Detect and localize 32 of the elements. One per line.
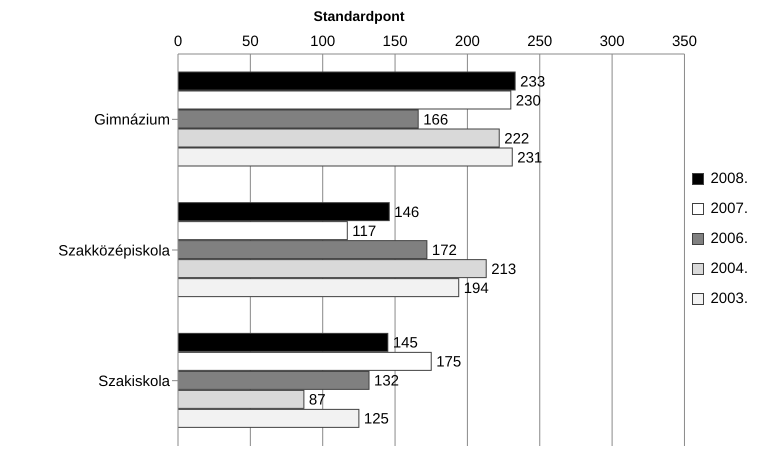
data-label: 172	[432, 242, 457, 259]
legend-label: 2006.	[710, 230, 748, 247]
data-label: 166	[423, 111, 448, 128]
x-tick-label: 300	[600, 33, 625, 50]
data-label: 233	[520, 73, 546, 90]
legend-label: 2004.	[710, 260, 748, 277]
data-label: 87	[308, 392, 326, 409]
x-tick-label: 250	[527, 33, 552, 50]
data-label: 194	[464, 280, 489, 297]
y-tick-label: Szakközépiskola	[58, 242, 171, 260]
legend-label: 2003.	[710, 290, 748, 307]
x-tick-label: 350	[672, 33, 697, 50]
data-label: 175	[436, 354, 462, 371]
x-tick-label: 50	[242, 33, 259, 50]
data-label: 213	[491, 260, 516, 278]
x-tick-label: 100	[310, 33, 336, 50]
data-label: 146	[394, 204, 420, 221]
legend-label: 2008.	[710, 170, 748, 187]
legend-label: 2007.	[710, 200, 748, 217]
data-label: 117	[352, 222, 376, 240]
data-label: 231	[517, 149, 542, 166]
x-axis-title: Standardpont	[312, 8, 406, 26]
x-tick-label: 0	[174, 33, 182, 50]
data-label: 132	[374, 372, 400, 390]
data-label: 125	[364, 410, 389, 428]
data-label: 230	[516, 92, 541, 110]
y-tick-label: Szakiskola	[98, 372, 171, 390]
x-tick-label: 200	[454, 33, 480, 50]
data-label: 222	[504, 130, 530, 148]
data-label: 145	[392, 334, 418, 352]
y-tick-label: Gimnázium	[94, 112, 170, 129]
x-tick-label: 150	[382, 33, 408, 50]
